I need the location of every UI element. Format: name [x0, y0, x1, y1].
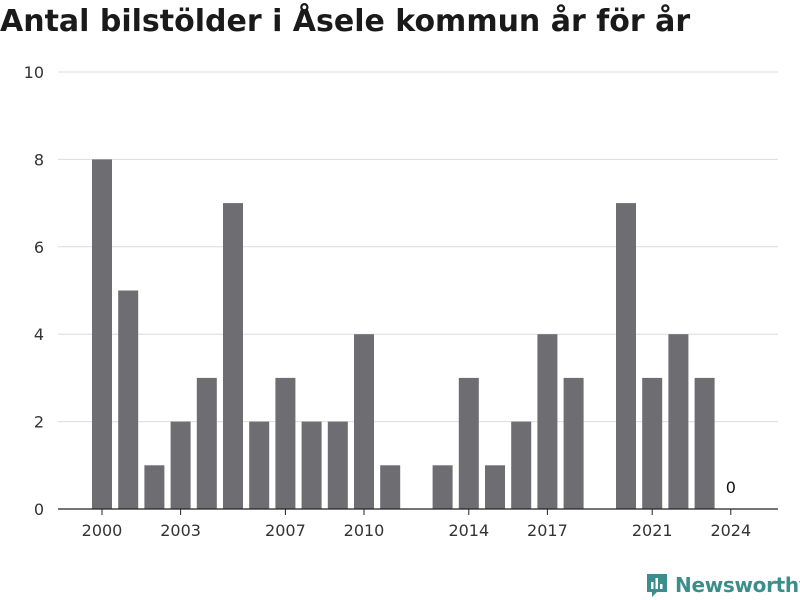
- bar-2003[interactable]: [170, 421, 191, 509]
- x-tick-label: 2024: [710, 521, 751, 540]
- x-tick-label: 2021: [632, 521, 673, 540]
- x-axis-tick-labels: 2000 2003 2007 2010 2014 2017 2021 2024: [82, 509, 751, 540]
- bars: [92, 159, 715, 509]
- y-tick-label: 6: [34, 238, 44, 257]
- bar-2002[interactable]: [144, 465, 165, 509]
- y-axis-tick-labels: 0 2 4 6 8 10: [24, 63, 44, 519]
- x-tick-label: 2017: [527, 521, 568, 540]
- bar-2022[interactable]: [668, 334, 689, 509]
- bar-2020[interactable]: [616, 203, 636, 509]
- chart-title: Antal bilstölder i Åsele kommun år för å…: [0, 4, 691, 39]
- y-tick-label: 0: [34, 500, 44, 519]
- newsworthy-logo[interactable]: Newsworthy: [645, 570, 800, 600]
- bar-2007[interactable]: [275, 377, 296, 509]
- x-tick-label: 2000: [82, 521, 123, 540]
- newsworthy-logo-icon: [647, 574, 667, 597]
- bar-2017[interactable]: [537, 334, 558, 509]
- bar-2011[interactable]: [380, 465, 401, 509]
- bar-2018[interactable]: [563, 377, 584, 509]
- y-tick-label: 8: [34, 150, 44, 169]
- bar-2013[interactable]: [432, 465, 453, 509]
- bar-2014[interactable]: [458, 377, 479, 509]
- newsworthy-logo-text: Newsworthy: [675, 573, 800, 597]
- y-tick-label: 10: [24, 63, 44, 82]
- bar-2001[interactable]: [118, 290, 139, 510]
- bar-2000[interactable]: [92, 159, 112, 509]
- bar-2006[interactable]: [249, 421, 270, 509]
- y-tick-label: 2: [34, 413, 44, 432]
- x-tick-label: 2007: [265, 521, 306, 540]
- y-tick-label: 4: [34, 325, 44, 344]
- x-tick-label: 2014: [448, 521, 489, 540]
- data-label-2024: 0: [726, 478, 736, 497]
- bar-2021[interactable]: [642, 377, 663, 509]
- bar-2010[interactable]: [354, 334, 374, 509]
- bar-2015[interactable]: [485, 465, 505, 509]
- bar-2004[interactable]: [196, 377, 217, 509]
- bar-2016[interactable]: [511, 421, 532, 509]
- bar-2023[interactable]: [694, 377, 715, 509]
- bar-2009[interactable]: [327, 421, 348, 509]
- x-tick-label: 2003: [160, 521, 201, 540]
- x-tick-label: 2010: [344, 521, 385, 540]
- bar-2005[interactable]: [223, 203, 243, 509]
- bar-2008[interactable]: [301, 421, 322, 509]
- data-labels: 0: [726, 478, 736, 497]
